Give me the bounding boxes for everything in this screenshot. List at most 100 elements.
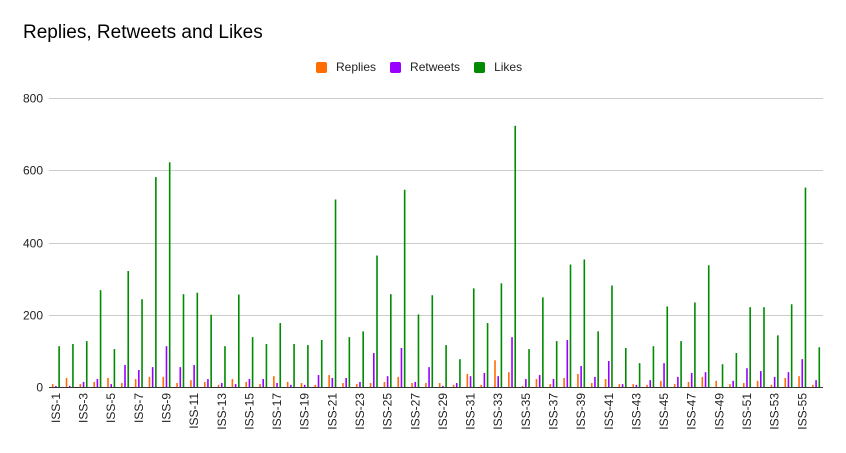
bar-likes-iss-47[interactable] bbox=[694, 302, 696, 387]
bar-retweets-iss-48[interactable] bbox=[704, 372, 707, 387]
bar-retweets-iss-52[interactable] bbox=[760, 371, 762, 387]
legend-item-retweets[interactable]: Retweets bbox=[390, 60, 460, 74]
legend-item-likes[interactable]: Likes bbox=[474, 60, 522, 74]
bar-likes-iss-2[interactable] bbox=[72, 344, 74, 387]
bar-replies-iss-35[interactable] bbox=[521, 385, 524, 387]
bar-likes-iss-51[interactable] bbox=[749, 307, 751, 387]
bar-retweets-iss-50[interactable] bbox=[732, 380, 734, 387]
bar-retweets-iss-51[interactable] bbox=[746, 368, 748, 387]
bar-replies-iss-34[interactable] bbox=[508, 372, 510, 387]
bar-replies-iss-21[interactable] bbox=[328, 375, 330, 387]
bar-retweets-iss-18[interactable] bbox=[290, 384, 292, 387]
bar-replies-iss-15[interactable] bbox=[245, 381, 248, 387]
bar-likes-iss-28[interactable] bbox=[431, 295, 434, 387]
bar-likes-iss-40[interactable] bbox=[597, 331, 599, 387]
bar-likes-iss-22[interactable] bbox=[348, 337, 351, 387]
bar-replies-iss-1[interactable] bbox=[51, 384, 54, 387]
bar-retweets-iss-25[interactable] bbox=[386, 376, 389, 387]
bar-replies-iss-33[interactable] bbox=[494, 360, 496, 387]
bar-replies-iss-43[interactable] bbox=[632, 384, 635, 387]
bar-likes-iss-3[interactable] bbox=[85, 341, 88, 387]
bar-likes-iss-1[interactable] bbox=[58, 346, 60, 387]
bar-likes-iss-37[interactable] bbox=[555, 341, 558, 387]
bar-retweets-iss-19[interactable] bbox=[303, 384, 306, 387]
bar-replies-iss-4[interactable] bbox=[93, 381, 95, 387]
bar-likes-iss-6[interactable] bbox=[127, 271, 130, 387]
bar-likes-iss-34[interactable] bbox=[514, 125, 517, 387]
bar-replies-iss-50[interactable] bbox=[729, 384, 731, 387]
bar-replies-iss-45[interactable] bbox=[660, 380, 662, 387]
bar-replies-iss-10[interactable] bbox=[176, 383, 178, 387]
bar-replies-iss-38[interactable] bbox=[563, 377, 565, 387]
bar-retweets-iss-45[interactable] bbox=[663, 363, 665, 387]
bar-retweets-iss-36[interactable] bbox=[538, 375, 541, 387]
bar-replies-iss-53[interactable] bbox=[770, 384, 773, 387]
bar-retweets-iss-39[interactable] bbox=[580, 366, 582, 387]
bar-retweets-iss-23[interactable] bbox=[359, 381, 361, 387]
bar-likes-iss-48[interactable] bbox=[707, 265, 710, 387]
bar-likes-iss-35[interactable] bbox=[528, 349, 530, 387]
bar-retweets-iss-3[interactable] bbox=[82, 381, 85, 387]
bar-replies-iss-52[interactable] bbox=[756, 380, 759, 387]
bar-likes-iss-31[interactable] bbox=[472, 288, 475, 387]
bar-replies-iss-54[interactable] bbox=[784, 377, 787, 387]
bar-replies-iss-20[interactable] bbox=[314, 384, 317, 387]
bar-likes-iss-12[interactable] bbox=[210, 314, 212, 387]
bar-replies-iss-40[interactable] bbox=[590, 383, 593, 387]
bar-retweets-iss-14[interactable] bbox=[234, 384, 237, 387]
bar-likes-iss-8[interactable] bbox=[155, 177, 157, 387]
bar-replies-iss-28[interactable] bbox=[425, 383, 427, 387]
bar-likes-iss-53[interactable] bbox=[777, 335, 779, 387]
bar-retweets-iss-35[interactable] bbox=[525, 379, 527, 387]
bar-retweets-iss-56[interactable] bbox=[815, 380, 817, 387]
bar-likes-iss-29[interactable] bbox=[445, 345, 447, 387]
bar-retweets-iss-40[interactable] bbox=[594, 376, 596, 387]
bar-likes-iss-24[interactable] bbox=[376, 255, 378, 388]
bar-retweets-iss-17[interactable] bbox=[276, 383, 278, 387]
bar-retweets-iss-9[interactable] bbox=[165, 346, 168, 387]
bar-retweets-iss-11[interactable] bbox=[193, 364, 195, 387]
bar-replies-iss-39[interactable] bbox=[577, 374, 579, 387]
bar-replies-iss-29[interactable] bbox=[438, 383, 441, 387]
bar-likes-iss-23[interactable] bbox=[362, 331, 364, 387]
bar-replies-iss-3[interactable] bbox=[79, 384, 82, 387]
bar-replies-iss-36[interactable] bbox=[535, 379, 538, 387]
bar-likes-iss-27[interactable] bbox=[417, 314, 420, 387]
bar-replies-iss-31[interactable] bbox=[466, 374, 469, 387]
bar-likes-iss-45[interactable] bbox=[666, 306, 669, 387]
bar-retweets-iss-20[interactable] bbox=[317, 375, 320, 387]
bar-likes-iss-38[interactable] bbox=[569, 264, 572, 387]
bar-replies-iss-48[interactable] bbox=[701, 376, 704, 387]
bar-replies-iss-32[interactable] bbox=[480, 384, 482, 387]
bar-likes-iss-52[interactable] bbox=[763, 307, 765, 387]
bar-replies-iss-9[interactable] bbox=[162, 376, 165, 387]
bar-retweets-iss-55[interactable] bbox=[801, 359, 804, 387]
bar-likes-iss-41[interactable] bbox=[611, 285, 613, 387]
bar-likes-iss-4[interactable] bbox=[99, 290, 102, 387]
bar-retweets-iss-26[interactable] bbox=[400, 347, 403, 387]
bar-replies-iss-41[interactable] bbox=[604, 379, 607, 387]
bar-retweets-iss-15[interactable] bbox=[248, 379, 251, 387]
bar-replies-iss-30[interactable] bbox=[452, 384, 455, 387]
bar-replies-iss-23[interactable] bbox=[355, 384, 358, 387]
bar-retweets-iss-5[interactable] bbox=[110, 384, 112, 387]
bar-retweets-iss-37[interactable] bbox=[552, 379, 555, 387]
bar-retweets-iss-54[interactable] bbox=[787, 372, 790, 387]
bar-likes-iss-42[interactable] bbox=[624, 347, 627, 387]
bar-retweets-iss-42[interactable] bbox=[621, 384, 624, 387]
bar-replies-iss-46[interactable] bbox=[673, 384, 676, 387]
bar-retweets-iss-46[interactable] bbox=[677, 376, 679, 387]
bar-likes-iss-25[interactable] bbox=[390, 294, 392, 387]
bar-likes-iss-46[interactable] bbox=[680, 341, 682, 387]
bar-replies-iss-47[interactable] bbox=[687, 381, 690, 387]
bar-likes-iss-39[interactable] bbox=[583, 259, 586, 387]
bar-likes-iss-19[interactable] bbox=[307, 345, 309, 387]
legend-item-replies[interactable]: Replies bbox=[316, 60, 376, 74]
bar-retweets-iss-8[interactable] bbox=[151, 367, 154, 387]
bar-retweets-iss-38[interactable] bbox=[566, 340, 569, 387]
bar-likes-iss-55[interactable] bbox=[804, 187, 807, 387]
bar-replies-iss-2[interactable] bbox=[65, 377, 68, 387]
bar-likes-iss-18[interactable] bbox=[293, 344, 295, 387]
bar-likes-iss-20[interactable] bbox=[320, 340, 323, 387]
bar-likes-iss-36[interactable] bbox=[542, 297, 544, 387]
